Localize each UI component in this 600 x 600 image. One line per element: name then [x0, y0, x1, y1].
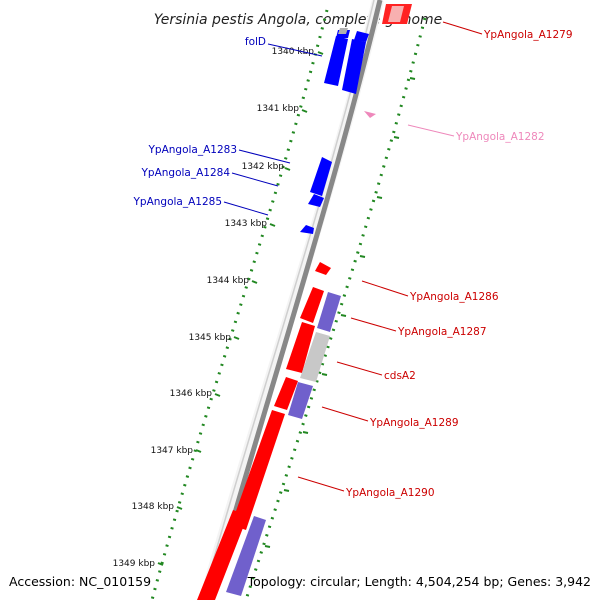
- label-folD[interactable]: folD: [245, 36, 266, 48]
- kbp-tick: 1348 kbp: [132, 502, 183, 512]
- label-YpAngola_A1290[interactable]: YpAngola_A1290: [345, 487, 435, 499]
- kbp-tick: 1340 kbp: [272, 47, 324, 57]
- kbp-scale: 1340 kbp 1341 kbp 1342 kbp 1343 kbp 1344…: [113, 47, 324, 569]
- gene-YpAngola_A1285[interactable]: [300, 225, 314, 234]
- gene-a1280[interactable]: [342, 39, 366, 94]
- outer-guide-right: [244, 17, 427, 600]
- kbp-tick: 1344 kbp: [207, 276, 258, 286]
- gene-cdsA2[interactable]: [300, 332, 330, 382]
- label-YpAngola_A1285[interactable]: YpAngola_A1285: [132, 196, 222, 208]
- label-YpAngola_A1289[interactable]: YpAngola_A1289: [369, 417, 459, 429]
- gene-YpAngola_A1286[interactable]: [315, 262, 331, 275]
- svg-text:1344 kbp: 1344 kbp: [207, 276, 250, 286]
- svg-text:1346 kbp: 1346 kbp: [170, 389, 213, 399]
- svg-text:1345 kbp: 1345 kbp: [189, 333, 232, 343]
- accession-text: Accession: NC_010159: [9, 574, 151, 589]
- gene-YpAngola_A1284[interactable]: [308, 194, 324, 207]
- topology-text: Topology: circular; Length: 4,504,254 bp…: [247, 574, 591, 589]
- svg-text:1341 kbp: 1341 kbp: [257, 104, 300, 114]
- gene-red-5[interactable]: [197, 510, 248, 600]
- right-label-group: YpAngola_A1279 YpAngola_A1282 YpAngola_A…: [297, 21, 573, 499]
- label-YpAngola_A1286[interactable]: YpAngola_A1286: [409, 291, 499, 303]
- gene-YpAngola_A1290[interactable]: [226, 516, 266, 596]
- gene-YpAngola_A1283[interactable]: [310, 157, 332, 196]
- kbp-tick: 1349 kbp: [113, 559, 164, 569]
- label-YpAngola_A1283[interactable]: YpAngola_A1283: [147, 144, 237, 156]
- gene-top-small-2[interactable]: [354, 31, 369, 42]
- svg-text:1347 kbp: 1347 kbp: [151, 446, 194, 456]
- svg-text:1348 kbp: 1348 kbp: [132, 502, 175, 512]
- gene-red-2[interactable]: [286, 322, 315, 373]
- gene-top-light: [338, 28, 348, 34]
- gene-red-4[interactable]: [231, 410, 285, 530]
- gene-a1279-light: [388, 6, 404, 22]
- kbp-tick: 1343 kbp: [225, 219, 276, 229]
- label-YpAngola_A1284[interactable]: YpAngola_A1284: [140, 167, 230, 179]
- other-genes: [226, 292, 341, 596]
- outer-guide-left: [150, 9, 329, 600]
- gene-red-3[interactable]: [274, 377, 298, 410]
- kbp-tick: 1345 kbp: [189, 333, 240, 343]
- forward-genes: [197, 262, 331, 600]
- right-guide-ticks: [264, 77, 416, 548]
- gene-YpAngola_A1289[interactable]: [288, 382, 313, 419]
- gene-YpAngola_A1282[interactable]: [364, 111, 376, 118]
- kbp-tick: 1342 kbp: [242, 162, 291, 172]
- label-YpAngola_A1282[interactable]: YpAngola_A1282: [455, 131, 545, 143]
- svg-text:1343 kbp: 1343 kbp: [225, 219, 268, 229]
- kbp-tick: 1346 kbp: [170, 389, 221, 399]
- gene-folD[interactable]: [324, 36, 348, 86]
- left-label-group: folD YpAngola_A1283 YpAngola_A1284 YpAng…: [132, 36, 323, 216]
- gene-YpAngola_A1287[interactable]: [317, 292, 341, 332]
- svg-text:1342 kbp: 1342 kbp: [242, 162, 285, 172]
- label-cdsA2[interactable]: cdsA2: [384, 370, 416, 382]
- reverse-genes: [300, 30, 369, 234]
- label-YpAngola_A1279[interactable]: YpAngola_A1279: [483, 29, 573, 41]
- gene-red-1[interactable]: [300, 287, 324, 323]
- kbp-tick: 1347 kbp: [151, 446, 202, 456]
- svg-text:1349 kbp: 1349 kbp: [113, 559, 156, 569]
- svg-text:1340 kbp: 1340 kbp: [272, 47, 315, 57]
- kbp-tick: 1341 kbp: [257, 104, 308, 114]
- label-YpAngola_A1287[interactable]: YpAngola_A1287: [397, 326, 487, 338]
